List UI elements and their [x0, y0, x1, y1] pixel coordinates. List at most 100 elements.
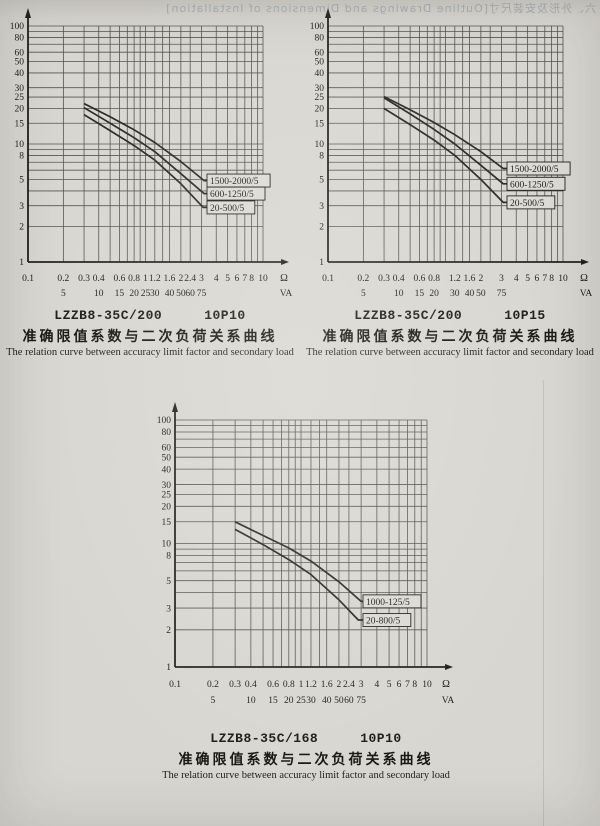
va-tick-label: 25: [296, 696, 306, 703]
y-tick-label: 1: [319, 258, 324, 268]
x-tick-label: 3: [499, 274, 504, 284]
x-axis-arrow-icon: [581, 259, 589, 265]
x-axis-unit-va: VA: [442, 696, 455, 703]
chart-model-line: LZZB8-35C/200 10P15: [300, 308, 600, 323]
x-tick-label: 1.6: [164, 274, 176, 284]
y-tick-label: 3: [319, 202, 324, 212]
x-tick-label: 5: [225, 274, 230, 284]
y-tick-label: 80: [162, 428, 172, 438]
va-tick-label: 5: [61, 289, 66, 298]
x-tick-label: 6: [535, 274, 540, 284]
y-tick-label: 3: [19, 202, 24, 212]
curve-20-500/5: [383, 107, 507, 204]
y-tick-label: 30: [162, 481, 172, 491]
curve-1500-2000/5: [83, 102, 207, 182]
model-number: LZZB8-35C/200: [354, 308, 463, 323]
chart-title-zh: 准确限值系数与二次负荷关系曲线: [322, 329, 578, 345]
y-tick-label: 8: [166, 552, 171, 562]
x-tick-label: 0.2: [357, 274, 369, 284]
curve-label-box: [506, 195, 556, 210]
va-tick-label: 75: [356, 696, 366, 703]
x-tick-label: 0.3: [378, 274, 390, 284]
curve-label-box: [206, 200, 256, 215]
y-axis-arrow-icon: [25, 8, 31, 18]
va-tick-label: 30: [450, 289, 460, 298]
curve-label: 1500-2000/5: [210, 177, 259, 187]
x-tick-label: 0.1: [22, 274, 34, 284]
curve-20-800/5: [234, 528, 363, 621]
curve-label: 1500-2000/5: [510, 165, 559, 175]
va-tick-label: 20: [284, 696, 294, 703]
y-tick-label: 40: [315, 69, 325, 79]
x-tick-label: 4: [374, 680, 379, 690]
y-tick-label: 25: [315, 93, 325, 103]
x-tick-label: 5: [525, 274, 530, 284]
y-tick-label: 30: [15, 84, 25, 94]
y-tick-label: 30: [315, 84, 325, 94]
chart-title-en: The relation curve between accuracy limi…: [306, 347, 594, 358]
y-tick-label: 60: [15, 48, 25, 58]
y-tick-label: 15: [315, 119, 325, 129]
va-tick-label: 75: [197, 289, 207, 298]
x-tick-label: 0.3: [78, 274, 90, 284]
x-axis-unit-ohm: Ω: [580, 273, 588, 284]
x-tick-label: 3: [359, 680, 364, 690]
x-tick-label: 3: [199, 274, 204, 284]
x-axis-unit-va: VA: [580, 289, 593, 298]
y-tick-label: 40: [162, 465, 172, 475]
x-tick-label: 5: [387, 680, 392, 690]
curve-label-box: [206, 186, 266, 201]
va-tick-label: 20: [129, 289, 139, 298]
y-tick-label: 100: [157, 416, 172, 426]
model-number: LZZB8-35C/200: [54, 308, 163, 323]
x-tick-label: 4: [514, 274, 519, 284]
curve-label: 1000-125/5: [366, 598, 410, 608]
x-tick-label: 0.2: [207, 680, 219, 690]
va-tick-label: 40: [322, 696, 332, 703]
y-tick-label: 8: [19, 152, 24, 162]
va-tick-label: 60: [344, 696, 354, 703]
grid-lines: [328, 25, 564, 262]
chart-model-line: LZZB8-35C/200 10P10: [0, 308, 300, 323]
y-tick-label: 2: [19, 223, 24, 233]
x-tick-label: 2: [178, 274, 183, 284]
y-tick-label: 20: [15, 105, 25, 115]
axes: [174, 411, 446, 668]
x-tick-label: 0.8: [428, 274, 440, 284]
y-tick-label: 1: [19, 258, 24, 268]
x-tick-label: 0.4: [245, 680, 257, 690]
curve-label: 20-500/5: [510, 199, 545, 209]
curve-label: 20-800/5: [366, 617, 401, 627]
va-tick-label: 40: [465, 289, 475, 298]
x-tick-label: 0.2: [57, 274, 69, 284]
x-tick-label: 0.1: [322, 274, 334, 284]
y-tick-label: 100: [310, 22, 325, 32]
x-tick-label: 8: [249, 274, 254, 284]
x-tick-label: 10: [258, 274, 268, 284]
x-tick-label: 1.2: [305, 680, 317, 690]
va-tick-label: 30: [150, 289, 160, 298]
y-tick-label: 15: [162, 518, 172, 528]
va-tick-label: 20: [429, 289, 439, 298]
va-tick-label: 5: [211, 696, 216, 703]
y-tick-label: 25: [15, 93, 25, 103]
y-tick-label: 25: [162, 491, 172, 501]
y-tick-label: 10: [162, 540, 172, 550]
x-tick-label: 8: [412, 680, 417, 690]
y-tick-label: 10: [15, 140, 25, 150]
va-tick-label: 15: [268, 696, 278, 703]
x-tick-label: 10: [558, 274, 568, 284]
y-tick-label: 80: [315, 34, 325, 44]
chart-title-zh: 准确限值系数与二次负荷关系曲线: [178, 752, 434, 768]
va-tick-label: 75: [497, 289, 507, 298]
curve-600-1250/5: [383, 97, 507, 185]
curve-1000-125/5: [234, 521, 363, 603]
y-tick-label: 20: [315, 105, 325, 115]
x-tick-label: 10: [422, 680, 432, 690]
accuracy-class: 10P10: [204, 308, 246, 323]
page-fold-line: [543, 380, 544, 826]
grid-lines: [28, 25, 264, 262]
chart-captions: LZZB8-35C/168 10P10 准确限值系数与二次负荷关系曲线 The r…: [118, 731, 466, 781]
